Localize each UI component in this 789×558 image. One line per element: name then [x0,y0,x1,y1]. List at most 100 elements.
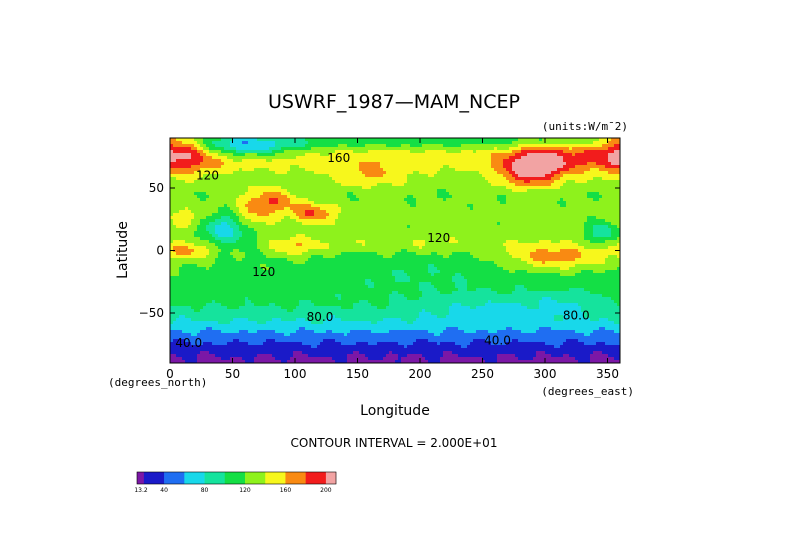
field-cell [353,222,357,226]
field-cell [443,201,447,205]
field-cell [422,159,426,163]
field-cell [284,195,288,199]
field-cell [308,198,312,202]
field-cell [578,186,582,190]
field-cell [491,168,495,172]
field-cell [434,204,438,208]
field-cell [581,195,585,199]
field-cell [425,225,429,229]
field-cell [482,201,486,205]
field-cell [575,177,579,181]
field-cell [611,222,615,226]
field-cell [524,216,528,220]
field-cell [422,204,426,208]
field-cell [338,183,342,187]
field-cell [221,156,225,160]
field-cell [356,198,360,202]
field-cell [398,234,402,238]
field-cell [608,162,612,166]
field-cell [548,219,552,223]
field-cell [575,183,579,187]
field-cell [326,168,330,172]
field-cell [482,213,486,217]
field-cell [563,180,567,184]
field-cell [323,192,327,196]
field-cell [542,210,546,214]
field-cell [254,231,258,235]
field-cell [464,189,468,193]
field-cell [452,168,456,172]
field-cell [287,159,291,163]
field-cell [596,153,600,157]
field-cell [239,216,243,220]
field-cell [482,144,486,148]
field-cell [245,189,249,193]
field-cell [311,207,315,211]
field-cell [596,234,600,238]
field-cell [341,180,345,184]
field-cell [452,183,456,187]
field-cell [305,150,309,154]
field-cell [221,210,225,214]
field-cell [491,225,495,229]
field-cell [404,192,408,196]
field-cell [245,204,249,208]
field-cell [365,189,369,193]
field-cell [536,201,540,205]
field-cell [332,234,336,238]
field-cell [275,180,279,184]
field-cell [377,222,381,226]
field-cell [533,231,537,235]
field-cell [608,195,612,199]
field-cell [326,207,330,211]
field-cell [401,144,405,148]
field-cell [212,159,216,163]
field-cell [239,177,243,181]
field-cell [182,156,186,160]
field-cell [230,138,234,142]
field-cell [416,144,420,148]
field-cell [449,162,453,166]
field-cell [353,192,357,196]
field-cell [179,165,183,169]
field-cell [218,162,222,166]
field-cell [236,159,240,163]
field-cell [410,219,414,223]
field-cell [404,144,408,148]
field-cell [605,141,609,145]
field-cell [404,198,408,202]
field-cell [518,171,522,175]
field-cell [371,225,375,229]
field-cell [551,141,555,145]
field-cell [500,201,504,205]
field-cell [404,225,408,229]
field-cell [431,201,435,205]
field-cell [332,156,336,160]
field-cell [452,198,456,202]
field-cell [428,219,432,223]
field-cell [608,231,612,235]
field-cell [443,165,447,169]
field-cell [551,153,555,157]
field-cell [176,204,180,208]
field-cell [545,234,549,238]
field-cell [524,162,528,166]
field-cell [491,147,495,151]
field-cell [503,156,507,160]
field-cell [521,144,525,148]
field-cell [431,144,435,148]
field-cell [530,147,534,151]
field-cell [545,141,549,145]
field-cell [527,213,531,217]
field-cell [383,228,387,232]
field-cell [479,171,483,175]
field-cell [500,150,504,154]
field-cell [350,234,354,238]
field-cell [329,183,333,187]
field-cell [548,201,552,205]
field-cell [281,183,285,187]
field-cell [572,228,576,232]
field-cell [227,171,231,175]
field-cell [170,150,174,154]
field-cell [533,156,537,160]
